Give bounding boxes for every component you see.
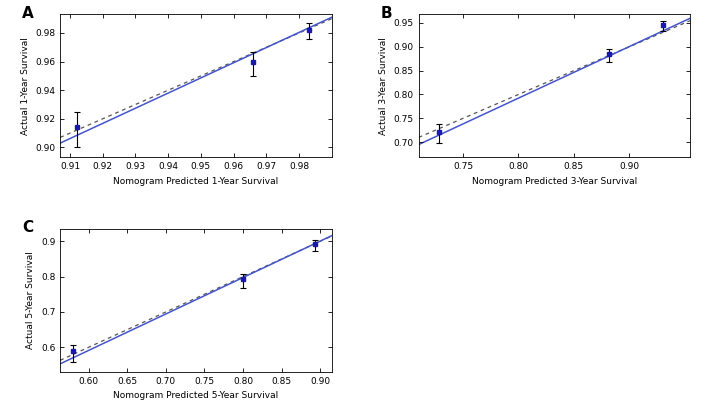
X-axis label: Nomogram Predicted 5-Year Survival: Nomogram Predicted 5-Year Survival (113, 391, 279, 400)
Y-axis label: Actual 3-Year Survival: Actual 3-Year Survival (379, 37, 388, 135)
X-axis label: Nomogram Predicted 3-Year Survival: Nomogram Predicted 3-Year Survival (472, 177, 637, 186)
Text: C: C (22, 220, 33, 236)
Text: A: A (22, 6, 34, 21)
X-axis label: Nomogram Predicted 1-Year Survival: Nomogram Predicted 1-Year Survival (113, 177, 279, 186)
Text: B: B (381, 6, 392, 21)
Y-axis label: Actual 5-Year Survival: Actual 5-Year Survival (26, 252, 35, 349)
Y-axis label: Actual 1-Year Survival: Actual 1-Year Survival (21, 37, 30, 135)
